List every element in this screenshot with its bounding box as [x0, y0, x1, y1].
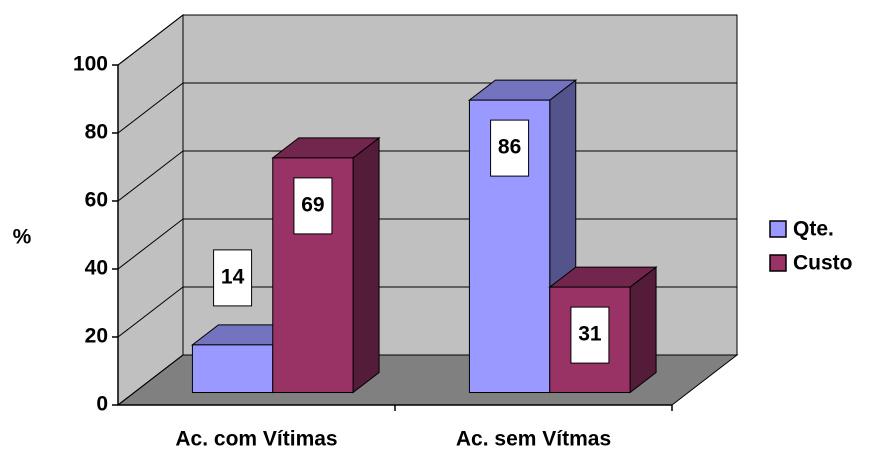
data-label: 86: [498, 136, 521, 159]
legend-label: Custo: [793, 252, 853, 275]
grid-line-left: [117, 286, 184, 338]
bar-front: [468, 99, 551, 393]
data-label-box: [293, 177, 333, 235]
data-label-box: [213, 249, 253, 307]
y-tick-label: 60: [85, 189, 108, 212]
bar-front: [191, 344, 274, 393]
data-label-box: [570, 306, 610, 364]
x-tick-label: Ac. com Vítimas: [175, 428, 337, 451]
y-tick-label: 0: [96, 393, 108, 416]
x-tick-label: Ac. sem Vítmas: [456, 428, 611, 451]
grid-line-left: [117, 14, 184, 66]
legend-box: [765, 207, 886, 285]
y-tick-label: 20: [85, 325, 108, 348]
grid-line-left: [117, 218, 184, 270]
bar: [271, 136, 381, 394]
bar-front: [272, 157, 354, 393]
y-tick-label: 100: [73, 53, 108, 76]
data-label: 69: [301, 193, 324, 216]
legend-swatch: [769, 220, 787, 238]
grid-line-left: [117, 354, 184, 406]
bar-side: [629, 266, 657, 394]
y-axis-label: %: [13, 226, 32, 249]
grid-line: [117, 82, 737, 134]
grid-line: [117, 150, 737, 202]
data-label: 31: [578, 323, 602, 346]
data-label-box: [490, 119, 530, 177]
grid-line-left: [117, 150, 184, 202]
legend-label: Qte.: [793, 218, 834, 241]
legend-swatch: [769, 254, 787, 272]
y-tick-label: 80: [85, 121, 108, 144]
grid-line-left: [117, 82, 184, 134]
data-label: 14: [221, 265, 245, 288]
y-tick-label: 40: [85, 257, 108, 280]
bar-side: [352, 136, 380, 394]
grid-line: [117, 14, 737, 66]
left-wall: [117, 13, 184, 407]
